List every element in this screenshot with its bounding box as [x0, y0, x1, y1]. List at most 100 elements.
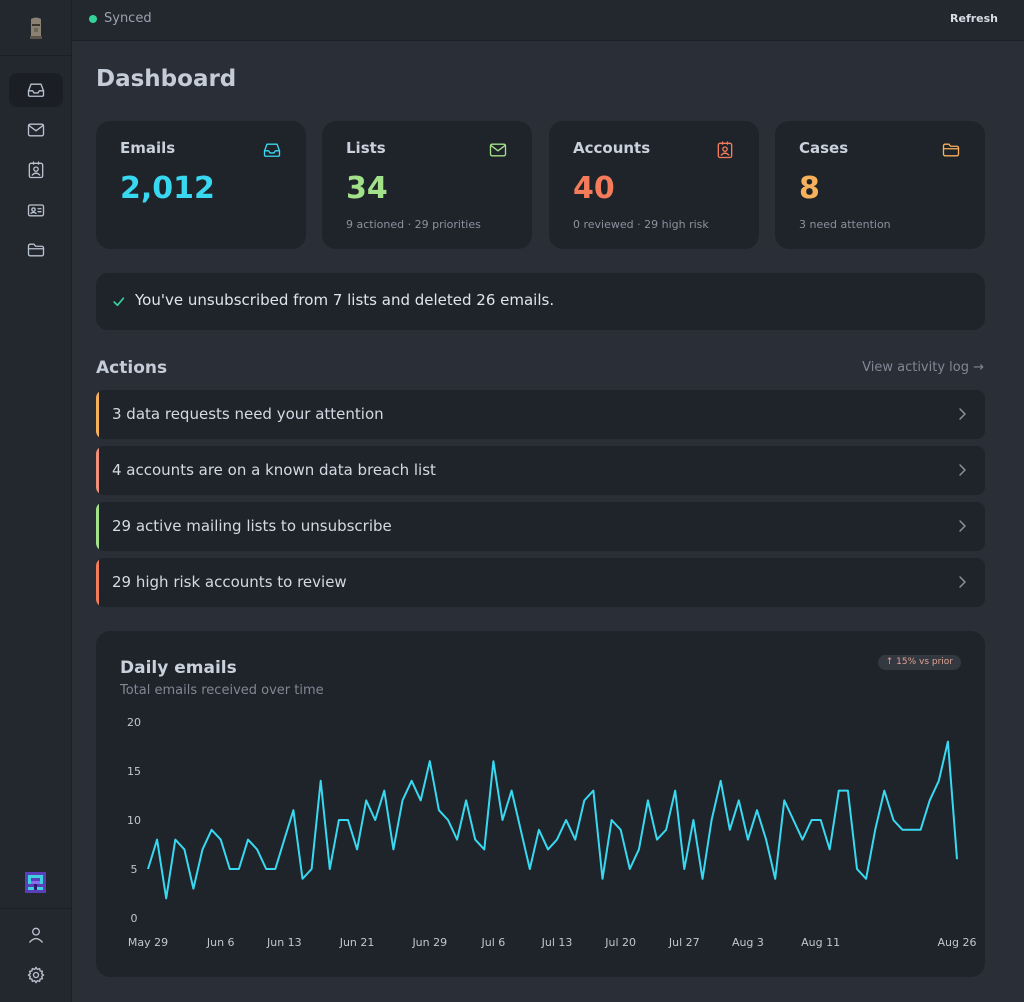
data-point[interactable] [690, 817, 696, 823]
data-point[interactable] [709, 817, 715, 823]
data-point[interactable] [872, 827, 878, 833]
data-point[interactable] [827, 846, 833, 852]
data-point[interactable] [454, 837, 460, 843]
data-point[interactable] [500, 817, 506, 823]
data-point[interactable] [736, 797, 742, 803]
data-point[interactable] [272, 866, 278, 872]
view-activity-log-link[interactable]: View activity log → [862, 360, 984, 375]
sidebar-item-identity[interactable] [9, 193, 63, 227]
data-point[interactable] [409, 778, 415, 784]
data-point[interactable] [627, 866, 633, 872]
data-point[interactable] [781, 797, 787, 803]
data-point[interactable] [636, 846, 642, 852]
data-point[interactable] [890, 817, 896, 823]
data-point[interactable] [472, 837, 478, 843]
data-point[interactable] [145, 866, 151, 872]
data-point[interactable] [318, 778, 324, 784]
data-point[interactable] [572, 837, 578, 843]
data-point[interactable] [700, 876, 706, 882]
data-point[interactable] [227, 866, 233, 872]
data-point[interactable] [918, 827, 924, 833]
data-point[interactable] [581, 797, 587, 803]
data-point[interactable] [254, 846, 260, 852]
data-point[interactable] [172, 837, 178, 843]
refresh-button[interactable]: Refresh [950, 12, 998, 25]
data-point[interactable] [545, 846, 551, 852]
data-point[interactable] [418, 797, 424, 803]
data-point[interactable] [727, 827, 733, 833]
data-point[interactable] [590, 788, 596, 794]
data-point[interactable] [790, 817, 796, 823]
data-point[interactable] [463, 797, 469, 803]
data-point[interactable] [645, 797, 651, 803]
stat-card-cases[interactable]: Cases 8 3 need attention [775, 121, 985, 249]
data-point[interactable] [536, 827, 542, 833]
data-point[interactable] [554, 837, 560, 843]
data-point[interactable] [881, 788, 887, 794]
stat-card-emails[interactable]: Emails 2,012 [96, 121, 306, 249]
data-point[interactable] [290, 807, 296, 813]
sidebar-item-accounts[interactable] [9, 153, 63, 187]
data-point[interactable] [945, 739, 951, 745]
data-point[interactable] [163, 895, 169, 901]
data-point[interactable] [400, 797, 406, 803]
data-point[interactable] [336, 817, 342, 823]
data-point[interactable] [563, 817, 569, 823]
data-point[interactable] [863, 876, 869, 882]
data-point[interactable] [909, 827, 915, 833]
data-point[interactable] [363, 797, 369, 803]
data-point[interactable] [609, 817, 615, 823]
data-point[interactable] [481, 846, 487, 852]
data-point[interactable] [672, 788, 678, 794]
action-item[interactable]: 3 data requests need your attention [96, 390, 985, 439]
data-point[interactable] [800, 837, 806, 843]
data-point[interactable] [190, 886, 196, 892]
sidebar-item-profile[interactable] [9, 918, 63, 952]
data-point[interactable] [809, 817, 815, 823]
stat-card-lists[interactable]: Lists 34 9 actioned · 29 priorities [322, 121, 532, 249]
data-point[interactable] [854, 866, 860, 872]
data-point[interactable] [954, 856, 960, 862]
data-point[interactable] [718, 778, 724, 784]
data-point[interactable] [245, 837, 251, 843]
data-point[interactable] [154, 837, 160, 843]
data-point[interactable] [754, 807, 760, 813]
data-point[interactable] [181, 846, 187, 852]
sidebar-item-inbox[interactable] [9, 73, 63, 107]
data-point[interactable] [354, 846, 360, 852]
data-point[interactable] [436, 807, 442, 813]
data-point[interactable] [818, 817, 824, 823]
data-point[interactable] [372, 817, 378, 823]
data-point[interactable] [263, 866, 269, 872]
data-point[interactable] [681, 866, 687, 872]
data-point[interactable] [900, 827, 906, 833]
sidebar-item-cases[interactable] [9, 233, 63, 267]
data-point[interactable] [618, 827, 624, 833]
data-point[interactable] [527, 866, 533, 872]
data-point[interactable] [209, 827, 215, 833]
data-point[interactable] [445, 817, 451, 823]
data-point[interactable] [745, 837, 751, 843]
data-point[interactable] [390, 846, 396, 852]
data-point[interactable] [218, 837, 224, 843]
data-point[interactable] [309, 866, 315, 872]
data-point[interactable] [281, 837, 287, 843]
data-point[interactable] [836, 788, 842, 794]
sidebar-item-mail[interactable] [9, 113, 63, 147]
data-point[interactable] [936, 778, 942, 784]
data-point[interactable] [600, 876, 606, 882]
stat-card-accounts[interactable]: Accounts 40 0 reviewed · 29 high risk [549, 121, 759, 249]
data-point[interactable] [845, 788, 851, 794]
data-point[interactable] [927, 797, 933, 803]
action-item[interactable]: 29 active mailing lists to unsubscribe [96, 502, 985, 551]
avatar[interactable] [25, 872, 46, 893]
data-point[interactable] [300, 876, 306, 882]
data-point[interactable] [663, 827, 669, 833]
data-point[interactable] [654, 837, 660, 843]
data-point[interactable] [509, 788, 515, 794]
data-point[interactable] [345, 817, 351, 823]
data-point[interactable] [772, 876, 778, 882]
data-point[interactable] [763, 837, 769, 843]
data-point[interactable] [327, 866, 333, 872]
action-item[interactable]: 29 high risk accounts to review [96, 558, 985, 607]
